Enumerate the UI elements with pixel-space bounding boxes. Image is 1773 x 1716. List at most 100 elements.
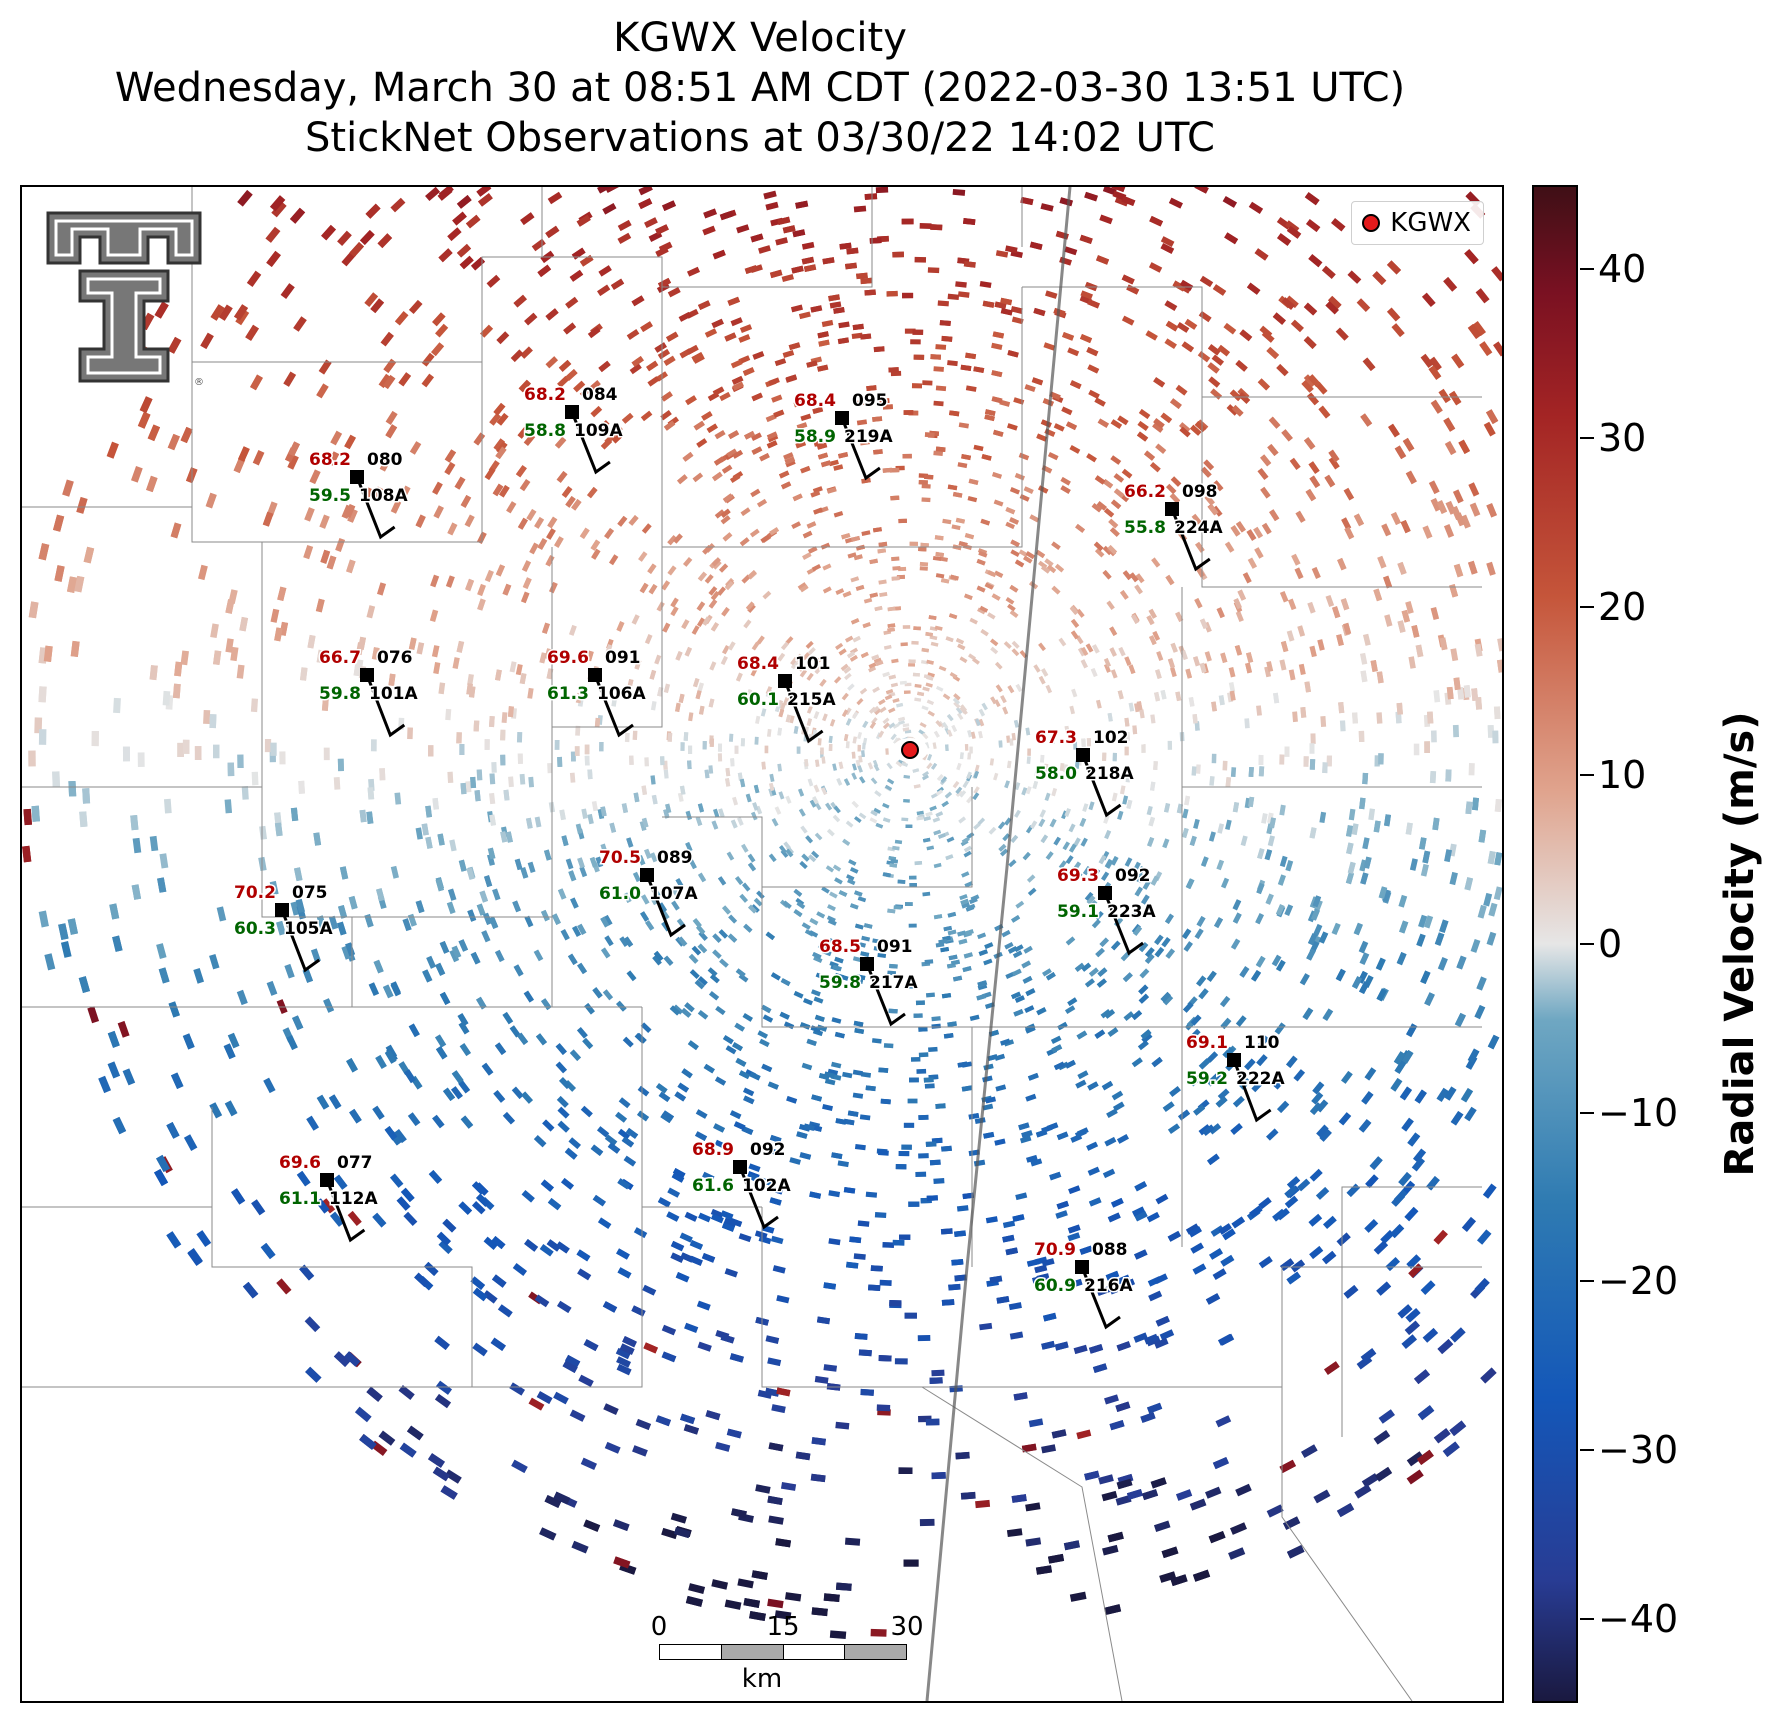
station-marker-icon (835, 411, 849, 425)
station-id: 217A (869, 973, 918, 993)
station-wind-direction: 089 (657, 848, 693, 868)
station-dewpoint: 58.8 (524, 421, 566, 441)
radar-map[interactable]: 68.2 080 59.5 108A 68.2 084 58.8 109A 68.4 095 58.… (20, 185, 1504, 1703)
wind-barb-icon (280, 909, 321, 973)
station-dewpoint: 60.3 (234, 919, 276, 939)
station-wind-direction: 075 (292, 883, 328, 903)
station-id: 222A (1236, 1069, 1285, 1089)
title-line-3: StickNet Observations at 03/30/22 14:02 … (305, 115, 1215, 161)
station-id: 216A (1084, 1276, 1133, 1296)
station-id: 223A (1107, 902, 1156, 922)
colorbar-tick-mark (1580, 943, 1594, 945)
sticknet-station[interactable]: 66.7 076 59.8 101A (318, 647, 420, 738)
sticknet-station[interactable]: 66.2 098 55.8 224A (1123, 481, 1225, 572)
sticknet-station[interactable]: 69.6 091 61.3 106A (546, 647, 648, 738)
station-temperature: 69.6 (547, 648, 589, 668)
station-wind-direction: 102 (1093, 728, 1129, 748)
station-temperature: 68.9 (692, 1140, 734, 1160)
velocity-field (22, 187, 1502, 1640)
station-marker-icon (778, 674, 792, 688)
colorbar-tick-mark (1580, 774, 1594, 777)
sticknet-station[interactable]: 68.2 084 58.8 109A (523, 384, 625, 475)
scale-tick-30: 30 (890, 1612, 924, 1642)
station-wind-direction: 095 (852, 391, 888, 411)
station-dewpoint: 59.2 (1186, 1069, 1228, 1089)
velocity-colorbar (1532, 185, 1578, 1703)
sticknet-station[interactable]: 68.4 101 60.1 215A (736, 653, 838, 744)
station-temperature: 68.2 (309, 450, 351, 470)
radar-velocity-layer: 68.2 080 59.5 108A 68.2 084 58.8 109A 68.4 095 58.… (22, 187, 1502, 1701)
station-id: 107A (649, 884, 698, 904)
colorbar-tick-mark (1580, 268, 1594, 271)
station-temperature: 68.4 (794, 391, 836, 411)
colorbar-tick-label: −10 (1598, 1090, 1679, 1135)
station-temperature: 68.2 (524, 385, 566, 405)
sticknet-station[interactable]: 70.2 075 60.3 105A (233, 882, 335, 973)
station-wind-direction: 084 (582, 385, 618, 405)
colorbar-tick-mark (1580, 605, 1594, 608)
station-wind-direction: 092 (1115, 866, 1151, 886)
station-marker-icon (588, 668, 602, 682)
station-wind-direction: 091 (605, 648, 641, 668)
colorbar-tick-label: 40 (1598, 247, 1647, 292)
station-id: 215A (787, 690, 836, 710)
station-dewpoint: 58.9 (794, 427, 836, 447)
station-dewpoint: 61.1 (279, 1189, 321, 1209)
sticknet-station[interactable]: 69.1 110 59.2 222A (1185, 1032, 1287, 1123)
wind-barb-icon (1081, 754, 1122, 818)
scale-unit: km (741, 1664, 783, 1694)
colorbar-tick-label: −40 (1598, 1596, 1679, 1641)
wind-barb-icon (840, 417, 881, 481)
wind-barb-icon (738, 1166, 779, 1230)
texas-tech-logo-icon: ® (44, 209, 204, 393)
station-marker-icon (733, 1160, 747, 1174)
sticknet-station[interactable]: 68.4 095 58.9 219A (793, 390, 895, 481)
station-wind-direction: 101 (795, 654, 831, 674)
wind-barb-icon (593, 674, 634, 738)
station-temperature: 66.7 (319, 648, 361, 668)
station-id: 106A (597, 684, 646, 704)
wind-barb-icon (1232, 1059, 1272, 1123)
station-id: 105A (284, 919, 333, 939)
sticknet-station[interactable]: 68.9 092 61.6 102A (691, 1139, 793, 1230)
title-line-2: Wednesday, March 30 at 08:51 AM CDT (202… (114, 65, 1406, 111)
station-dewpoint: 59.8 (319, 684, 361, 704)
station-id: 219A (844, 427, 893, 447)
station-id: 218A (1085, 764, 1134, 784)
sticknet-station[interactable]: 70.9 088 60.9 216A (1033, 1239, 1135, 1330)
station-wind-direction: 080 (367, 450, 403, 470)
station-dewpoint: 60.1 (737, 690, 779, 710)
sticknet-station[interactable]: 68.2 080 59.5 108A (308, 449, 410, 540)
sticknet-station[interactable]: 67.3 102 58.0 218A (1034, 727, 1136, 818)
wind-barb-icon (1080, 1266, 1121, 1330)
wind-barb-icon (1103, 892, 1144, 956)
station-id: 224A (1174, 518, 1223, 538)
station-wind-direction: 110 (1244, 1033, 1280, 1053)
scale-tick-15: 15 (766, 1612, 800, 1642)
station-marker-icon (1098, 886, 1112, 900)
colorbar-title: Radial Velocity (m/s) (1717, 711, 1763, 1177)
colorbar-tick-mark (1580, 1617, 1594, 1620)
station-id: 112A (329, 1189, 378, 1209)
station-dewpoint: 55.8 (1124, 518, 1166, 538)
station-marker-icon (350, 470, 364, 484)
station-dewpoint: 58.0 (1035, 764, 1077, 784)
station-marker-icon (360, 668, 374, 682)
sticknet-station[interactable]: 69.6 077 61.1 112A (278, 1152, 380, 1243)
colorbar-tick-label: 0 (1598, 922, 1623, 966)
station-marker-icon (860, 957, 874, 971)
colorbar-tick-label: 20 (1598, 584, 1647, 629)
wind-barb-icon (355, 476, 396, 540)
sticknet-station[interactable]: 69.3 092 59.1 223A (1056, 865, 1158, 956)
station-dewpoint: 59.5 (309, 486, 351, 506)
colorbar-tick-label: 30 (1598, 416, 1647, 460)
highway-line (925, 187, 1072, 1701)
colorbar-tick-mark (1580, 1280, 1594, 1283)
station-temperature: 69.6 (279, 1153, 321, 1173)
sticknet-station[interactable]: 70.5 089 61.0 107A (598, 847, 700, 938)
sticknet-station[interactable]: 68.5 091 59.8 217A (818, 936, 920, 1027)
radar-site-marker[interactable] (892, 738, 928, 762)
station-wind-direction: 098 (1182, 482, 1218, 502)
station-id: 102A (742, 1176, 791, 1196)
station-marker-icon (1075, 1260, 1089, 1274)
